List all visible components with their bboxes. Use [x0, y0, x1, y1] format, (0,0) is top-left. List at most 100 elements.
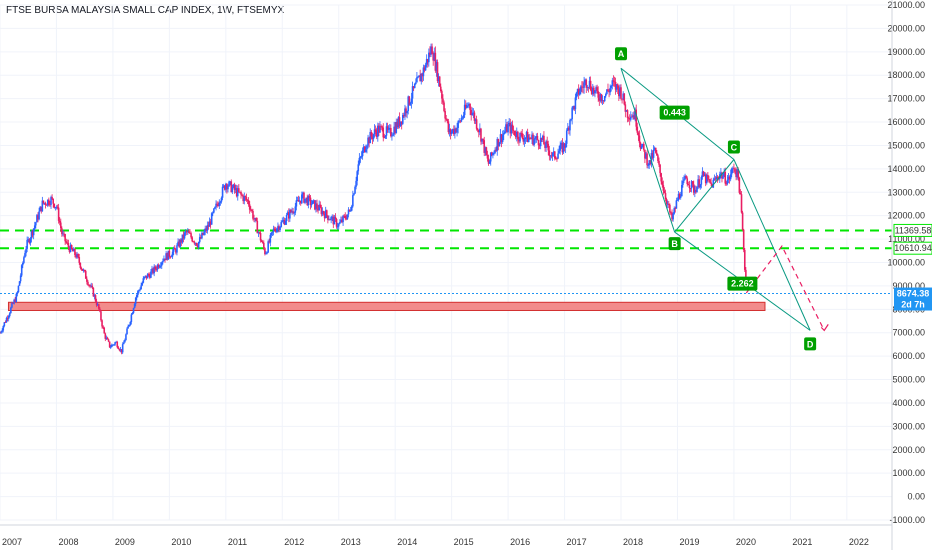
candle-body — [352, 195, 354, 207]
candle-body — [142, 278, 145, 283]
candle-body — [358, 157, 361, 165]
candle-body — [723, 171, 725, 177]
candle-body — [125, 334, 127, 341]
candle-body — [455, 128, 457, 133]
candle-body — [306, 197, 309, 206]
candle-body — [208, 221, 211, 227]
candle-body — [187, 231, 189, 233]
candle-body — [65, 241, 68, 243]
candle-body — [146, 274, 149, 279]
candle-body — [564, 143, 567, 148]
candle-body — [344, 215, 347, 219]
candle-body — [614, 81, 617, 90]
candle-body — [295, 200, 298, 207]
candle-body — [245, 197, 248, 200]
candle-body — [486, 154, 489, 159]
y-tick-label: 12000.00 — [887, 211, 925, 221]
candle-body — [570, 119, 572, 121]
candle-body — [533, 139, 535, 145]
candle-body — [510, 124, 513, 134]
candle-body — [270, 232, 273, 235]
candle-body — [194, 242, 197, 244]
candle-body — [488, 161, 491, 164]
candle-body — [122, 342, 125, 345]
candle-body — [703, 174, 706, 177]
candle-body — [734, 169, 736, 172]
candle-body — [271, 231, 274, 233]
candle-body — [112, 344, 114, 346]
candle-body — [720, 172, 722, 175]
candle-body — [139, 289, 141, 291]
candle-body — [595, 87, 597, 91]
candle-body — [685, 176, 687, 179]
candle-body — [513, 130, 516, 136]
candle-body — [582, 87, 584, 88]
candle-body — [399, 121, 402, 126]
candle-body — [480, 128, 482, 142]
candle-body — [477, 130, 480, 133]
candle-body — [627, 117, 630, 119]
candle-body — [322, 211, 325, 214]
candle-body — [735, 171, 737, 178]
candle-body — [4, 322, 7, 323]
candle-body — [75, 254, 77, 258]
candle-body — [708, 179, 710, 180]
candle-body — [560, 142, 563, 145]
candle-body — [36, 215, 38, 223]
candle-body — [233, 184, 236, 191]
candle-body — [641, 143, 644, 147]
candle-body — [572, 106, 575, 108]
candle-body — [713, 178, 716, 180]
candle-body — [312, 200, 315, 202]
candle-body — [359, 157, 362, 158]
candle-body — [738, 177, 741, 193]
candle-body — [380, 126, 382, 128]
candle-body — [620, 87, 622, 99]
candle-body — [683, 179, 685, 181]
candle-body — [323, 213, 326, 219]
candle-body — [610, 85, 613, 88]
candle-body — [689, 188, 692, 189]
candle-body — [57, 207, 60, 221]
candle-body — [724, 171, 727, 184]
candle-body — [223, 185, 226, 190]
candle-body — [113, 344, 115, 346]
candle-body — [403, 115, 405, 117]
candle-body — [729, 174, 732, 180]
current-price-tag — [894, 287, 932, 311]
candle-body — [670, 212, 672, 214]
candle-body — [140, 285, 142, 290]
candle-body — [190, 233, 192, 238]
candle-body — [506, 124, 508, 133]
candle-body — [615, 84, 618, 90]
candle-body — [525, 131, 528, 138]
candle-body — [602, 100, 605, 102]
candle-body — [74, 248, 76, 255]
candle-body — [309, 197, 312, 206]
candle-body — [725, 183, 728, 185]
candle-body — [632, 115, 634, 118]
candle-body — [677, 194, 680, 200]
candle-body — [259, 232, 262, 241]
candle-body — [240, 191, 242, 195]
candle-body — [332, 216, 335, 225]
candle-body — [116, 341, 119, 348]
candle-body — [449, 129, 452, 135]
candle-body — [160, 262, 163, 266]
candle-body — [204, 228, 206, 232]
candle-body — [505, 124, 507, 132]
candle-body — [92, 287, 95, 297]
candle-body — [40, 206, 43, 212]
candle-body — [150, 271, 152, 278]
candle-body — [238, 188, 240, 192]
candle-body — [48, 199, 50, 205]
candle-body — [71, 248, 74, 252]
candle-body — [519, 132, 521, 142]
candle-body — [461, 117, 464, 119]
candle-body — [254, 217, 256, 220]
candle-body — [466, 105, 468, 108]
level-price-label: 11369.58 — [895, 225, 932, 235]
candle-body — [350, 206, 353, 211]
candles-layer — [0, 43, 747, 355]
